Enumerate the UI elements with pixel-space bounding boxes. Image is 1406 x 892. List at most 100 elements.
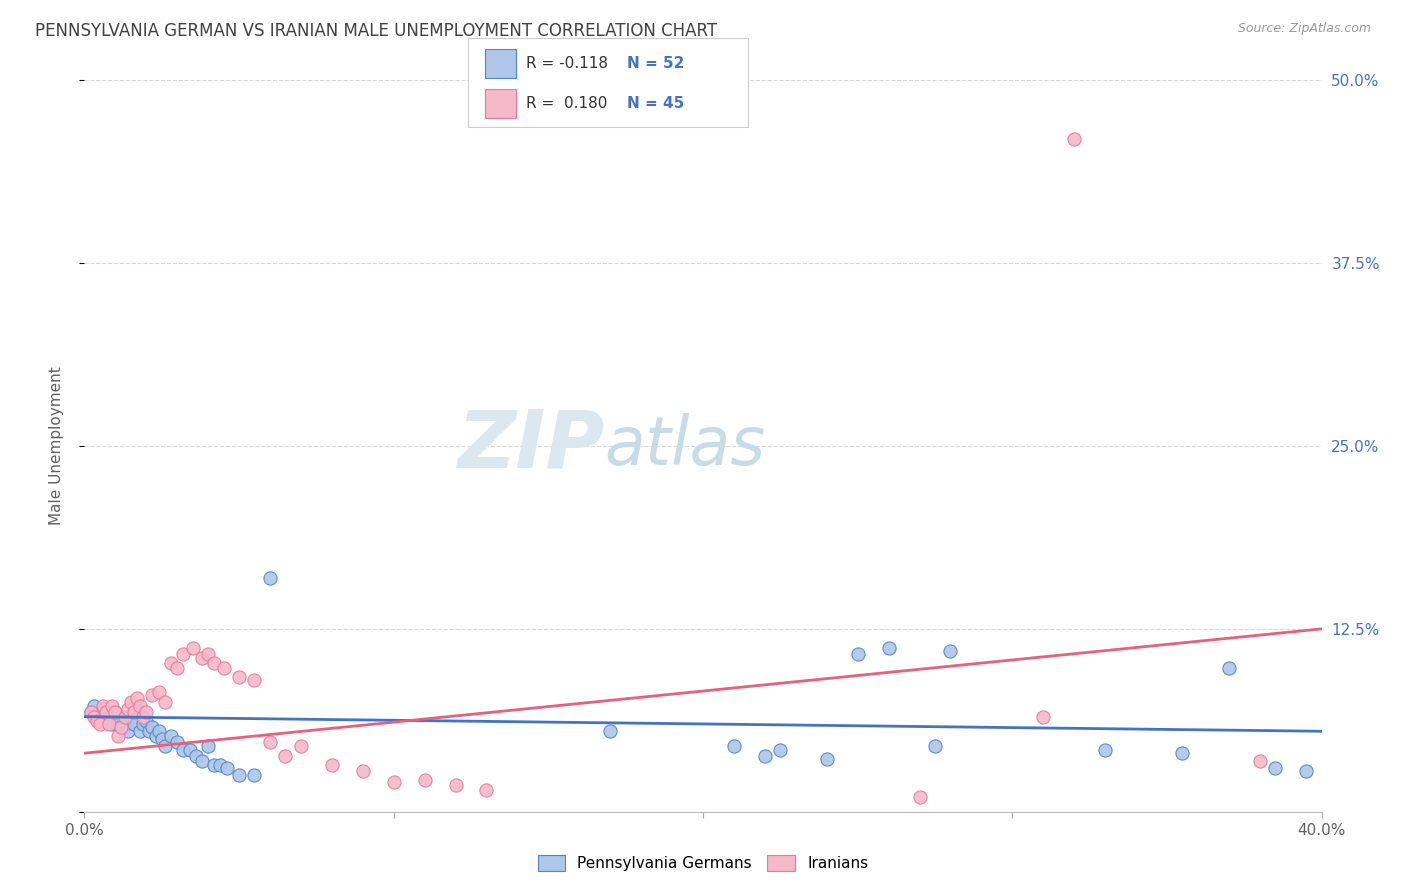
Point <box>202 758 225 772</box>
Point <box>117 702 139 716</box>
Point <box>321 758 343 772</box>
Point <box>145 729 167 743</box>
Point <box>1063 132 1085 146</box>
Point <box>1171 746 1194 760</box>
Point <box>150 731 173 746</box>
Point <box>259 734 281 748</box>
Y-axis label: Male Unemployment: Male Unemployment <box>49 367 63 525</box>
Point <box>243 673 266 687</box>
Point <box>86 709 108 723</box>
Point <box>197 647 219 661</box>
Point <box>117 724 139 739</box>
Point <box>1218 661 1240 675</box>
Point <box>352 764 374 778</box>
Point <box>202 656 225 670</box>
Point <box>160 656 183 670</box>
Text: PENNSYLVANIA GERMAN VS IRANIAN MALE UNEMPLOYMENT CORRELATION CHART: PENNSYLVANIA GERMAN VS IRANIAN MALE UNEM… <box>35 22 717 40</box>
Point <box>89 714 111 728</box>
Point <box>129 724 152 739</box>
Text: N = 52: N = 52 <box>627 56 685 71</box>
Point <box>184 749 207 764</box>
Point <box>110 720 132 734</box>
Point <box>908 790 931 805</box>
Point <box>228 768 250 782</box>
Point <box>94 705 117 719</box>
Point <box>153 695 176 709</box>
Point <box>924 739 946 753</box>
Point <box>1295 764 1317 778</box>
Point <box>79 705 101 719</box>
Point <box>191 651 214 665</box>
Text: R =  0.180: R = 0.180 <box>526 96 607 112</box>
Point <box>83 709 105 723</box>
Point <box>815 752 838 766</box>
Point <box>179 743 201 757</box>
Point <box>107 714 129 728</box>
Point <box>141 720 163 734</box>
Point <box>215 761 238 775</box>
Point <box>769 743 792 757</box>
Text: ZIP: ZIP <box>457 407 605 485</box>
Point <box>723 739 745 753</box>
Point <box>120 695 142 709</box>
Point <box>107 729 129 743</box>
Point <box>91 699 114 714</box>
Point <box>114 709 136 723</box>
Point <box>382 775 405 789</box>
Point <box>83 699 105 714</box>
Point <box>104 705 127 719</box>
Text: N = 45: N = 45 <box>627 96 685 112</box>
Point <box>101 717 124 731</box>
Point <box>148 724 170 739</box>
Point <box>599 724 621 739</box>
Text: Source: ZipAtlas.com: Source: ZipAtlas.com <box>1237 22 1371 36</box>
Point <box>135 705 157 719</box>
Point <box>475 782 498 797</box>
Point <box>122 705 145 719</box>
Point <box>122 717 145 731</box>
Point <box>754 749 776 764</box>
Point <box>148 685 170 699</box>
Point <box>132 717 155 731</box>
Point <box>243 768 266 782</box>
Point <box>212 661 235 675</box>
Point <box>79 705 101 719</box>
Point <box>1094 743 1116 757</box>
Point <box>141 688 163 702</box>
Point <box>153 739 176 753</box>
Point <box>101 699 124 714</box>
Point <box>1264 761 1286 775</box>
Point <box>209 758 232 772</box>
Point <box>98 709 121 723</box>
Point <box>125 702 148 716</box>
Point <box>259 571 281 585</box>
Point <box>191 754 214 768</box>
Point <box>86 714 108 728</box>
Point <box>172 647 194 661</box>
Point <box>104 705 127 719</box>
Point <box>160 729 183 743</box>
Point <box>94 705 117 719</box>
Point <box>846 647 869 661</box>
Point <box>132 709 155 723</box>
Point <box>138 724 160 739</box>
Point <box>166 661 188 675</box>
Point <box>228 670 250 684</box>
Point <box>1032 709 1054 723</box>
Text: atlas: atlas <box>605 413 765 479</box>
Point <box>91 702 114 716</box>
Text: R = -0.118: R = -0.118 <box>526 56 607 71</box>
Point <box>129 699 152 714</box>
Legend: Pennsylvania Germans, Iranians: Pennsylvania Germans, Iranians <box>531 849 875 877</box>
Point <box>274 749 297 764</box>
Point <box>120 709 142 723</box>
Point <box>939 644 962 658</box>
Point <box>135 714 157 728</box>
Point <box>290 739 312 753</box>
Point <box>413 772 436 787</box>
Point <box>89 717 111 731</box>
Point <box>181 640 204 655</box>
Point <box>98 717 121 731</box>
Point <box>166 734 188 748</box>
Point <box>125 690 148 705</box>
